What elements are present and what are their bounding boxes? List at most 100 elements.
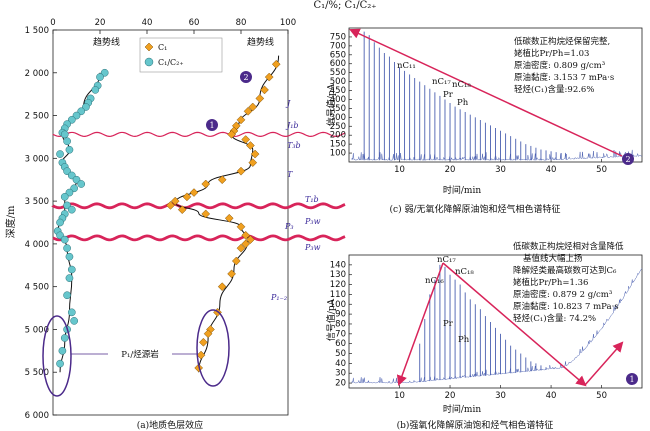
c1-data-point <box>196 350 206 360</box>
x-tick-label: 20 <box>95 18 106 28</box>
y-tick-label: 750 <box>330 32 346 42</box>
c1-data-point <box>231 256 241 266</box>
y-tick-label: 500 <box>330 77 346 87</box>
c1-data-point <box>199 337 208 347</box>
x-tick-label: 40 <box>142 18 153 28</box>
c1-c2-data-point <box>60 192 69 201</box>
panel-c-marker-circle <box>622 153 634 165</box>
c1-data-point <box>217 282 227 292</box>
panel-b-note-7: 轻烃(C₁)含量: 74.2% <box>513 313 596 324</box>
y-tick-label: 5 500 <box>25 368 49 378</box>
x-tick-label: 60 <box>189 18 200 28</box>
y-tick-label: 2 500 <box>25 112 49 122</box>
c1-data-point <box>241 230 251 240</box>
c1-data-point <box>166 201 175 210</box>
c1-data-point <box>201 179 211 189</box>
peak-label-nc11: nC₁₁ <box>397 61 416 71</box>
panel-c-annotation: 低碳数正构烷烃保留完整, 姥植比Pr/Ph=1.03 原油密度: 0.809 g… <box>514 36 614 95</box>
stratum-t1b: T₁b <box>305 195 319 204</box>
x-tick-label: 10 <box>394 391 405 401</box>
c1-data-point <box>264 72 274 82</box>
panel-a-x-ticks: 0 20 40 60 80 100 <box>50 18 296 34</box>
stratum-p3: P₃ <box>284 222 294 231</box>
stratum-p3w-upper: P₃w <box>304 217 321 226</box>
x-tick-label: 40 <box>546 165 557 175</box>
legend-diamond-icon <box>144 42 154 52</box>
c1-data-point <box>255 94 265 103</box>
marker-1-circle <box>206 119 218 131</box>
c1-data-point <box>201 209 211 219</box>
panel-b-x-label: 时间/min <box>443 403 481 415</box>
c1-c2-data-point <box>91 86 100 94</box>
stratum-boundary-wavy-line <box>52 131 346 137</box>
peak-label-ph: Ph <box>457 98 469 108</box>
c1-c2-data-point <box>56 150 64 158</box>
panel-c-note-4: 原油黏度: 3.153 7 mPa·s <box>514 72 614 83</box>
panel-c-marker-number: 2 <box>625 155 630 164</box>
c1-data-point <box>248 102 258 112</box>
panel-b-note-6: 原油黏度: 10.823 7 mPa·s <box>513 301 619 312</box>
stratum-j1b: J₁b <box>285 121 299 130</box>
data-points <box>53 59 281 373</box>
y-tick-label: 150 <box>330 140 346 150</box>
y-tick-label: 130 <box>330 270 346 280</box>
source-rock-label: P₁/烃源岩 <box>121 349 159 360</box>
c1-data-point <box>241 135 251 144</box>
y-tick-label: 120 <box>330 280 346 290</box>
panel-b-marker-circle <box>626 373 638 385</box>
plot-frame <box>348 27 643 163</box>
y-tick-label: 5 000 <box>25 325 49 335</box>
c1-data-point <box>203 329 213 339</box>
y-tick-label: 350 <box>330 104 346 114</box>
c1-c2-data-point <box>56 218 64 227</box>
peak-label-ph-b: Ph <box>458 335 470 345</box>
panel-b-y-label: 信号值/pA <box>325 298 337 341</box>
c1-data-point <box>260 85 269 95</box>
stratum-p1-2: P₁₋₂ <box>270 293 287 302</box>
panel-b-note-2: 基值线大幅上扬 <box>523 253 583 264</box>
y-tick-label: 200 <box>330 131 346 141</box>
c1-data-point <box>246 141 255 150</box>
c1-data-point <box>224 213 234 223</box>
c1-data-point <box>236 222 246 232</box>
peak-label-pr: Pr <box>443 90 454 100</box>
marker-2-circle <box>240 71 252 83</box>
c1-c2-data-point <box>67 205 76 214</box>
x-tick-label: 30 <box>495 391 506 401</box>
y-tick-label: 700 <box>330 41 346 51</box>
x-tick-label: 0 <box>50 18 55 28</box>
y-tick-label: 450 <box>330 86 346 96</box>
peak-label-nc17-b: nC₁₇ <box>437 255 456 265</box>
y-tick-label: 20 <box>335 379 346 389</box>
panel-b-arrow-up <box>584 341 624 386</box>
panel-c-note-2: 姥植比Pr/Ph=1.03 <box>514 48 589 59</box>
panel-c-note-5: 轻烃(C₁)含量:92.6% <box>514 84 594 95</box>
stratum-boundary-wavy-line <box>52 234 346 242</box>
panel-b-note-3: 降解烃类最高碳数可达到C₆ <box>513 265 617 276</box>
c1-c2-data-point <box>63 244 71 253</box>
y-tick-label: 30 <box>335 369 346 379</box>
source-rock-label-bg <box>108 347 172 360</box>
panel-c-caption: (c) 弱/无氧化降解原油饱和烃气相色谱特征 <box>390 203 561 215</box>
legend: C₁ C₁/C₂₊ <box>139 37 223 73</box>
legend-circle-icon <box>144 57 154 67</box>
source-rock-ellipse-right <box>196 309 230 387</box>
c1-c2-data-point <box>70 317 79 325</box>
y-tick-label: 100 <box>330 300 346 310</box>
panel-c-x-label: 时间/min <box>443 184 481 196</box>
c1-data-point <box>227 130 236 139</box>
panel-b-note-5: 原油密度: 0.879 2 g/cm³ <box>513 289 612 300</box>
c1-data-point <box>241 239 251 249</box>
c1-data-point <box>177 205 187 215</box>
c1-data-point <box>236 115 246 125</box>
panel-b-annotation: 低碳数正构烷烃相对含量降低 基值线大幅上扬 降解烃类最高碳数可达到C₆ 姥植比P… <box>513 241 624 324</box>
marker-2-number: 2 <box>243 73 248 82</box>
c1-c2-data-point <box>77 180 86 188</box>
c1-c2-data-point <box>65 252 74 261</box>
y-tick-label: 110 <box>330 290 346 300</box>
panel-b-trace <box>351 264 643 384</box>
stratum-t3b: T₃b <box>287 141 301 150</box>
c1-c2-data-point <box>65 145 74 154</box>
